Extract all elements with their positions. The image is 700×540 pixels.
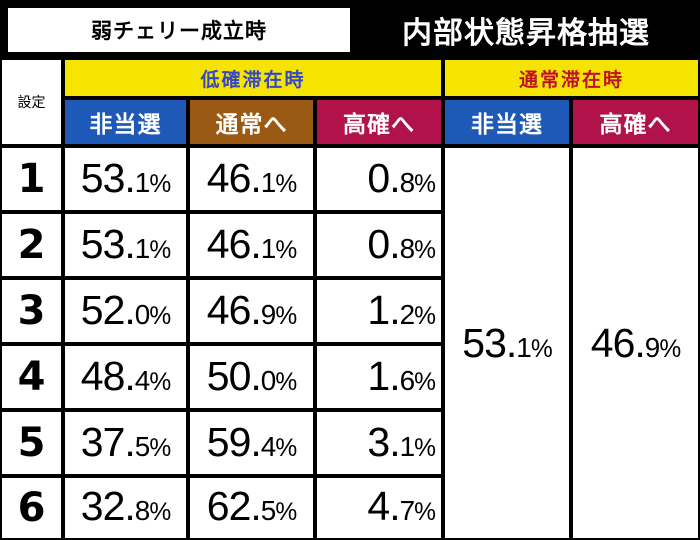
col-header-normal-miss: 非当選: [445, 100, 569, 144]
value-cell: 37.5%: [65, 412, 186, 474]
table-title: 内部状態昇格抽選: [356, 4, 696, 56]
col-header-low-to-normal: 通常へ: [190, 100, 313, 144]
col-header-low-to-high-text: 高確へ: [343, 112, 415, 138]
value-text: 46.1%: [206, 221, 297, 267]
group-header-low-text: 低確滞在時: [200, 68, 306, 91]
col-header-normal-to-high: 高確へ: [573, 100, 698, 144]
value-cell: 46.1%: [190, 148, 313, 210]
value-text: 1.6%: [367, 353, 436, 399]
value-cell: 46.9%: [190, 280, 313, 342]
value-text: 52.0%: [80, 287, 171, 333]
normal-to-high-value: 46.9%: [590, 319, 681, 366]
value-text: 62.5%: [206, 483, 297, 529]
value-text: 3.1%: [367, 419, 436, 465]
col-header-low-miss: 非当選: [65, 100, 186, 144]
setting-cell: 3: [2, 280, 61, 342]
setting-cell: 5: [2, 412, 61, 474]
value-text: 53.1%: [80, 155, 171, 201]
value-text: 1.2%: [367, 287, 436, 333]
value-cell: 62.5%: [190, 478, 313, 538]
col-header-low-miss-text: 非当選: [89, 112, 162, 138]
value-text: 32.8%: [80, 483, 171, 529]
trigger-title-text: 弱チェリー成立時: [91, 19, 267, 43]
value-text: 59.4%: [206, 419, 297, 465]
value-cell: 32.8%: [65, 478, 186, 538]
value-text: 0.8%: [367, 155, 436, 201]
value-cell: 3.1%: [317, 412, 441, 474]
value-text: 48.4%: [80, 353, 171, 399]
value-cell: 0.8%: [317, 214, 441, 276]
normal-miss-value-cell: 53.1%: [445, 148, 569, 538]
group-header-normal-text: 通常滞在時: [518, 68, 624, 91]
group-header-normal: 通常滞在時: [445, 60, 698, 96]
value-text: 46.9%: [206, 287, 297, 333]
value-text: 4.7%: [367, 483, 436, 529]
value-cell: 53.1%: [65, 214, 186, 276]
value-cell: 48.4%: [65, 346, 186, 408]
setting-number: 5: [17, 420, 46, 466]
setting-number: 2: [17, 222, 46, 268]
normal-miss-value: 53.1%: [462, 319, 552, 366]
table-title-text: 内部状態昇格抽選: [402, 16, 650, 51]
value-cell: 4.7%: [317, 478, 441, 538]
setting-number: 3: [17, 288, 46, 334]
value-text: 0.8%: [367, 221, 436, 267]
value-cell: 46.1%: [190, 214, 313, 276]
col-header-normal-miss-text: 非当選: [471, 112, 543, 138]
setting-number: 1: [17, 156, 46, 202]
value-text: 50.0%: [206, 353, 297, 399]
value-cell: 53.1%: [65, 148, 186, 210]
trigger-title: 弱チェリー成立時: [6, 6, 352, 54]
value-text: 53.1%: [80, 221, 171, 267]
col-header-normal-to-high-text: 高確へ: [599, 112, 672, 138]
value-text: 46.1%: [206, 155, 297, 201]
value-cell: 52.0%: [65, 280, 186, 342]
setting-number: 4: [17, 354, 46, 400]
value-text: 37.5%: [80, 419, 171, 465]
value-cell: 50.0%: [190, 346, 313, 408]
setting-cell: 6: [2, 478, 61, 538]
value-cell: 59.4%: [190, 412, 313, 474]
group-header-low: 低確滞在時: [65, 60, 441, 96]
value-cell: 1.6%: [317, 346, 441, 408]
setting-cell: 1: [2, 148, 61, 210]
setting-header: 設定: [2, 60, 61, 144]
setting-number: 6: [17, 485, 46, 531]
value-cell: 0.8%: [317, 148, 441, 210]
col-header-low-to-normal-text: 通常へ: [215, 112, 288, 138]
col-header-low-to-high: 高確へ: [317, 100, 441, 144]
normal-to-high-value-cell: 46.9%: [573, 148, 698, 538]
value-cell: 1.2%: [317, 280, 441, 342]
setting-header-text: 設定: [17, 95, 46, 111]
setting-cell: 4: [2, 346, 61, 408]
setting-cell: 2: [2, 214, 61, 276]
